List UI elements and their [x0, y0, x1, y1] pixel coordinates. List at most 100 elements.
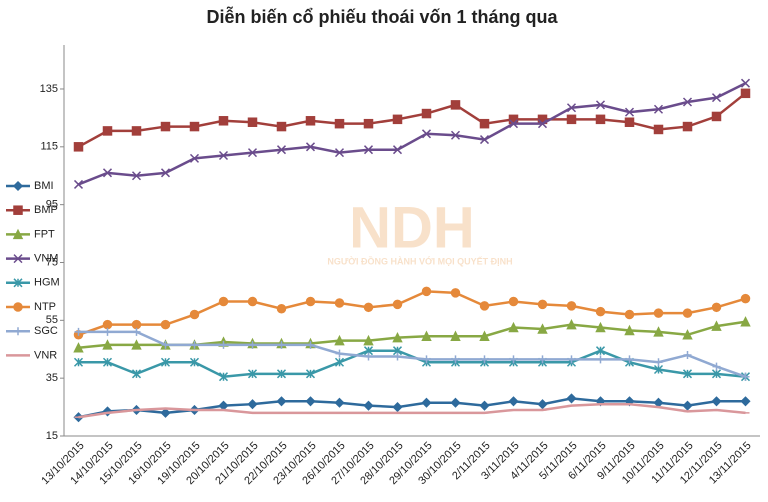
marker: [682, 369, 693, 379]
marker: [421, 129, 432, 139]
marker: [160, 168, 171, 178]
marker: [450, 397, 461, 408]
marker: [306, 340, 315, 349]
marker: [740, 316, 751, 327]
marker: [160, 357, 171, 367]
marker: [625, 355, 634, 364]
marker: [682, 400, 693, 411]
marker: [508, 114, 519, 125]
marker: [508, 119, 519, 129]
marker: [711, 396, 722, 407]
marker: [479, 118, 490, 129]
marker: [537, 399, 548, 410]
marker: [508, 396, 519, 407]
marker: [508, 296, 519, 307]
marker: [218, 296, 229, 307]
marker: [653, 326, 664, 337]
marker: [393, 352, 402, 361]
marker: [683, 351, 692, 360]
marker: [190, 340, 199, 349]
marker: [740, 293, 751, 304]
marker: [450, 130, 461, 140]
marker: [392, 145, 403, 155]
marker: [421, 330, 432, 341]
marker: [247, 296, 258, 307]
marker: [653, 308, 664, 318]
marker: [596, 355, 605, 364]
marker: [363, 118, 374, 129]
marker: [566, 103, 577, 113]
legend-label: HGM: [34, 277, 60, 289]
marker: [334, 298, 345, 308]
marker: [509, 355, 518, 364]
line: [78, 330, 746, 378]
marker: [740, 396, 751, 407]
marker: [334, 334, 345, 346]
marker: [189, 121, 200, 132]
marker: [276, 304, 287, 314]
marker: [392, 299, 403, 310]
marker: [132, 327, 141, 336]
marker: [653, 364, 664, 375]
marker: [218, 150, 229, 161]
marker: [102, 126, 113, 136]
marker: [247, 148, 258, 158]
marker: [102, 319, 113, 330]
chart-title: Diễn biến cổ phiếu thoái vốn 1 tháng qua: [206, 6, 558, 27]
marker: [363, 400, 374, 411]
marker: [711, 111, 722, 122]
legend-label: BMI: [34, 180, 54, 192]
marker: [189, 357, 200, 367]
marker: [624, 107, 635, 117]
marker: [740, 88, 751, 99]
marker: [711, 369, 722, 379]
marker: [102, 168, 113, 178]
marker: [740, 78, 751, 88]
legend-label: VNR: [34, 349, 57, 361]
marker: [189, 153, 200, 163]
marker: [624, 324, 635, 336]
marker: [73, 342, 84, 353]
marker: [566, 393, 577, 404]
marker: [624, 309, 635, 320]
marker: [566, 301, 577, 311]
legend-marker: [12, 228, 24, 240]
marker: [479, 135, 490, 145]
marker: [595, 346, 606, 356]
line: [78, 349, 746, 378]
marker: [566, 318, 577, 330]
marker: [247, 117, 258, 127]
marker: [276, 145, 287, 155]
marker: [712, 362, 721, 371]
marker: [595, 100, 606, 110]
marker: [131, 126, 142, 136]
line: [78, 290, 746, 336]
marker: [161, 340, 170, 349]
marker: [537, 299, 548, 310]
y-tick-label: 115: [40, 141, 58, 153]
marker: [422, 355, 431, 364]
marker: [247, 369, 258, 379]
line: [78, 402, 746, 419]
marker: [654, 358, 663, 367]
marker: [334, 148, 345, 158]
marker: [160, 319, 171, 330]
marker: [305, 116, 316, 126]
legend-marker: [13, 278, 23, 288]
marker: [682, 121, 693, 132]
y-tick-label: 135: [40, 83, 58, 95]
legend-marker: [13, 302, 23, 312]
legend-label: FPT: [34, 228, 55, 240]
marker: [219, 340, 228, 349]
marker: [248, 340, 257, 349]
marker: [538, 355, 547, 364]
marker: [103, 327, 112, 336]
marker: [595, 114, 606, 125]
marker: [682, 308, 693, 318]
marker: [73, 142, 84, 152]
marker: [102, 339, 113, 350]
marker: [711, 302, 722, 313]
marker: [392, 402, 403, 413]
legend-marker: [14, 327, 22, 336]
